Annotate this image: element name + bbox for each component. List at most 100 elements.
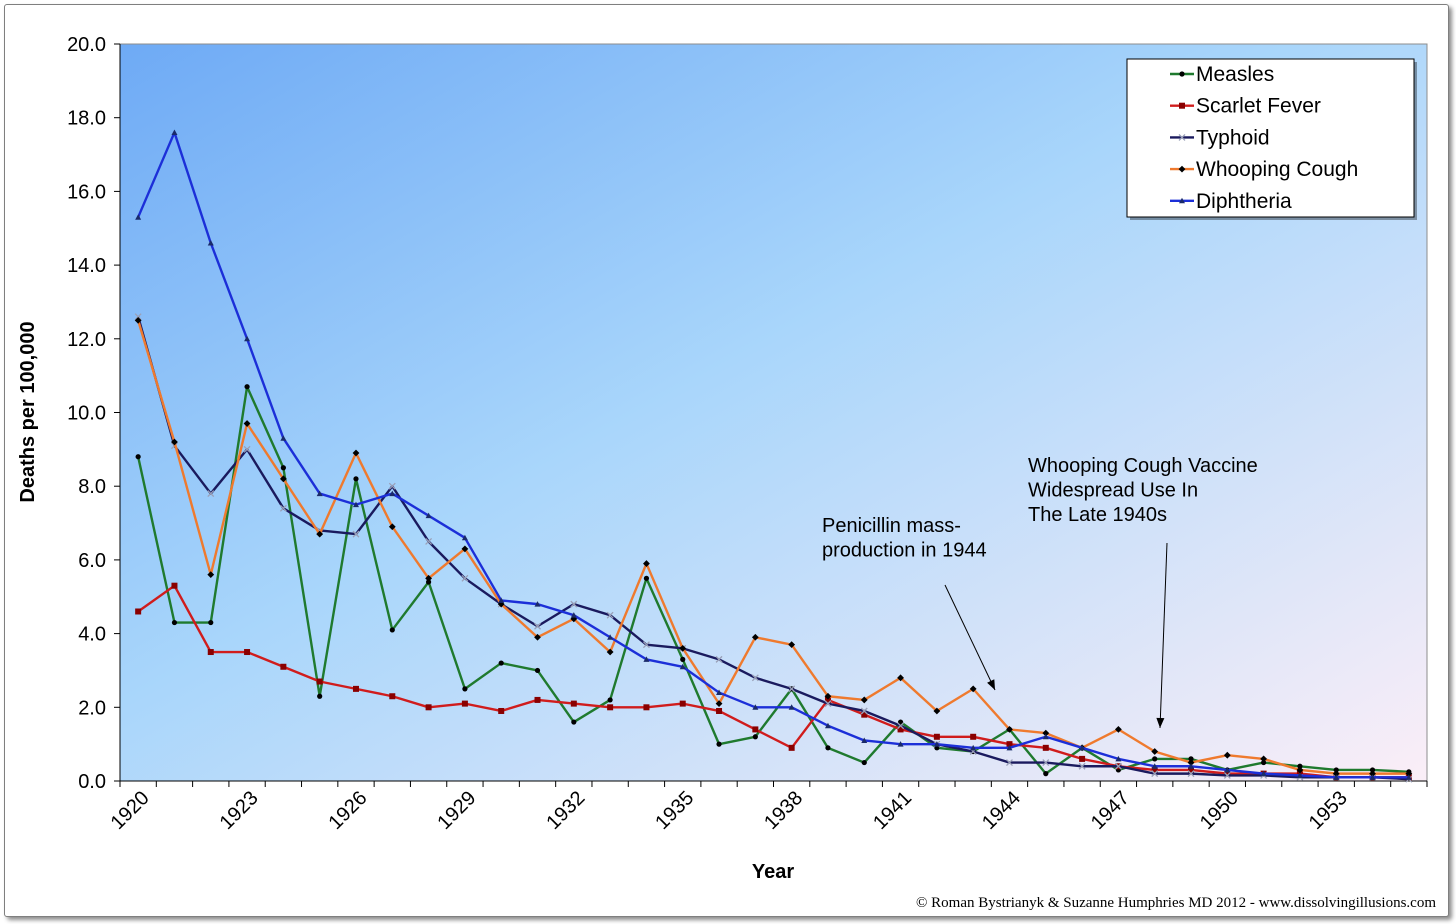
y-tick-label: 20.0 bbox=[67, 34, 106, 56]
data-point bbox=[752, 704, 759, 710]
annotation-text: Penicillin mass- bbox=[822, 515, 961, 537]
data-point bbox=[279, 504, 287, 512]
y-tick-label: 8.0 bbox=[78, 476, 106, 498]
data-point bbox=[607, 634, 614, 640]
data-point bbox=[788, 685, 796, 693]
data-point bbox=[1179, 197, 1185, 204]
data-point bbox=[1043, 771, 1049, 777]
data-point bbox=[534, 696, 541, 703]
data-point bbox=[1178, 133, 1186, 141]
data-point bbox=[171, 619, 178, 626]
data-point bbox=[316, 490, 323, 497]
x-tick-label: 1941 bbox=[869, 787, 916, 834]
legend-item: Whooping Cough bbox=[1170, 158, 1358, 181]
data-point bbox=[1224, 770, 1231, 777]
data-point bbox=[969, 685, 977, 693]
data-point bbox=[570, 612, 577, 618]
y-tick-label: 18.0 bbox=[67, 108, 106, 130]
data-point bbox=[135, 608, 142, 615]
data-point bbox=[933, 733, 940, 740]
data-point bbox=[461, 700, 468, 707]
data-point bbox=[1079, 744, 1086, 751]
data-point bbox=[1078, 762, 1086, 770]
copyright-text: © Roman Bystrianyk & Suzanne Humphries M… bbox=[916, 895, 1436, 911]
y-tick-label: 16.0 bbox=[67, 181, 106, 203]
y-tick-label: 6.0 bbox=[78, 550, 106, 572]
data-point bbox=[134, 316, 142, 324]
x-tick-label: 1926 bbox=[324, 787, 371, 834]
data-point bbox=[1006, 759, 1013, 767]
x-tick-label: 1932 bbox=[542, 787, 589, 834]
data-point bbox=[606, 648, 614, 656]
data-point bbox=[461, 545, 469, 553]
arrow-head-icon bbox=[1156, 717, 1165, 728]
data-point bbox=[860, 707, 868, 715]
data-point bbox=[752, 726, 759, 733]
data-point bbox=[1369, 770, 1376, 778]
data-point bbox=[1006, 726, 1013, 733]
data-point bbox=[897, 719, 904, 725]
data-point bbox=[279, 475, 287, 483]
data-point bbox=[1296, 772, 1303, 778]
annotation: Penicillin mass-production in 1944 bbox=[822, 515, 996, 691]
data-point bbox=[1223, 751, 1231, 759]
data-point bbox=[1006, 741, 1013, 748]
data-point bbox=[607, 697, 613, 703]
data-point bbox=[243, 420, 251, 427]
data-point bbox=[1333, 767, 1339, 773]
data-point bbox=[751, 674, 759, 682]
data-point bbox=[643, 704, 650, 711]
data-point bbox=[1151, 748, 1159, 755]
data-point bbox=[135, 454, 141, 460]
data-point bbox=[389, 627, 395, 633]
legend-item: Measles bbox=[1170, 63, 1274, 86]
data-point bbox=[1297, 763, 1303, 769]
data-point bbox=[897, 722, 905, 730]
data-point bbox=[207, 649, 214, 656]
data-point bbox=[897, 741, 904, 747]
data-point bbox=[534, 667, 541, 674]
data-point bbox=[716, 707, 723, 714]
x-tick-label: 1929 bbox=[433, 787, 480, 834]
data-point bbox=[606, 611, 614, 619]
x-tick-label: 1947 bbox=[1087, 787, 1134, 834]
x-tick-label: 1953 bbox=[1305, 787, 1352, 834]
data-point bbox=[352, 501, 359, 508]
data-point bbox=[824, 696, 831, 703]
y-axis-title: Deaths per 100,000 bbox=[17, 321, 39, 502]
data-point bbox=[861, 759, 867, 766]
data-point bbox=[461, 534, 468, 541]
data-point bbox=[534, 622, 541, 630]
data-point bbox=[244, 335, 251, 342]
data-point bbox=[824, 700, 832, 708]
data-point bbox=[679, 700, 686, 707]
data-point bbox=[352, 685, 359, 692]
x-tick-label: 1923 bbox=[216, 787, 263, 834]
data-point bbox=[534, 601, 541, 607]
data-point bbox=[607, 704, 614, 711]
data-point bbox=[570, 600, 578, 608]
data-point bbox=[716, 741, 722, 747]
data-point bbox=[1042, 729, 1050, 737]
data-point bbox=[534, 633, 541, 641]
data-point bbox=[1151, 770, 1159, 778]
data-point bbox=[1115, 755, 1122, 762]
y-tick-label: 2.0 bbox=[78, 697, 106, 719]
x-axis-title: Year bbox=[752, 861, 794, 883]
data-point bbox=[207, 239, 214, 246]
data-point bbox=[498, 660, 504, 666]
data-point bbox=[788, 704, 795, 710]
legend-label: Typhoid bbox=[1196, 126, 1270, 149]
data-point bbox=[970, 733, 977, 740]
data-point bbox=[207, 490, 215, 498]
data-point bbox=[679, 663, 686, 670]
legend: Measles Scarlet Fever Typhoid Whooping Coug… bbox=[1126, 58, 1417, 220]
data-point bbox=[1179, 71, 1185, 77]
data-point bbox=[716, 689, 723, 696]
data-point bbox=[1188, 756, 1194, 762]
data-point bbox=[860, 696, 868, 704]
data-point bbox=[1151, 763, 1158, 769]
data-point bbox=[643, 575, 650, 581]
legend-box bbox=[1126, 58, 1415, 218]
